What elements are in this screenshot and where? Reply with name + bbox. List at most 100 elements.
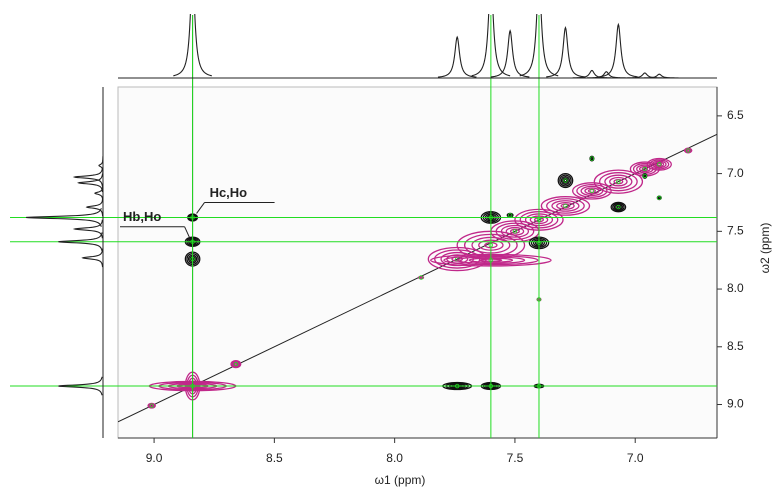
contour-ring	[563, 178, 568, 183]
contour-ring	[651, 160, 667, 169]
peak-center	[589, 188, 595, 194]
peak	[147, 402, 156, 409]
peak	[642, 172, 648, 179]
contour-ring	[609, 176, 628, 187]
x-tick-label: 7.5	[507, 451, 524, 465]
peak-center	[642, 173, 648, 179]
peak-center	[418, 275, 424, 280]
peak	[418, 275, 425, 280]
peak-center	[589, 156, 595, 161]
top-peak	[173, 14, 212, 77]
top-peak	[625, 72, 665, 79]
contour-ring	[540, 196, 591, 216]
annotation: Hb,Ho	[123, 209, 161, 224]
contour-ring	[557, 172, 574, 189]
y-tick-label: 6.5	[727, 108, 744, 122]
contour-ring	[657, 196, 661, 200]
contour-ring	[559, 174, 572, 187]
contour-ring	[551, 200, 580, 212]
peak	[610, 201, 627, 213]
peak-center	[642, 166, 648, 172]
top-peak	[640, 73, 679, 79]
peak-center	[657, 195, 662, 201]
peak-center	[507, 212, 513, 218]
contour-ring	[495, 222, 535, 241]
peak-center	[563, 203, 568, 209]
left-peak	[72, 167, 103, 187]
contour-ring	[230, 359, 242, 369]
top-trace	[118, 14, 717, 79]
annotation: Hc,Ho	[210, 185, 248, 200]
peak	[656, 195, 662, 201]
left-peak	[94, 183, 104, 203]
contour-ring	[546, 198, 585, 214]
x-tick-label: 9.0	[146, 451, 163, 465]
x-tick-label: 8.0	[386, 451, 403, 465]
y-tick-label: 8.5	[727, 339, 744, 353]
peak	[683, 147, 693, 154]
peak-center	[233, 361, 239, 367]
diagonal	[118, 133, 717, 423]
contour-ring	[231, 360, 241, 368]
contour-ring	[646, 157, 672, 171]
contour-ring	[604, 174, 633, 189]
peak-center	[512, 229, 518, 234]
y-axis-label: ω2 (ppm)	[758, 223, 772, 274]
contour-ring	[572, 182, 612, 200]
top-peak	[572, 69, 612, 79]
contour-ring	[505, 226, 525, 236]
top-peak	[519, 14, 559, 77]
contour-ring	[500, 224, 530, 238]
contour-ring	[556, 201, 575, 210]
contour-ring	[616, 205, 621, 209]
contour-ring	[560, 175, 571, 186]
left-peak	[58, 376, 103, 396]
annotation-leader	[196, 202, 205, 214]
contour-ring	[419, 275, 423, 280]
contour-ring	[234, 362, 238, 366]
top-peak	[546, 25, 585, 78]
y-tick-label: 9.0	[727, 397, 744, 411]
contour-ring	[508, 213, 512, 217]
contour-ring	[584, 187, 600, 195]
contour-ring	[641, 167, 649, 171]
contour-ring	[638, 165, 651, 173]
x-tick-label: 7.0	[627, 451, 644, 465]
peak-center	[563, 178, 568, 183]
contour-ring	[613, 203, 624, 211]
plot-area	[117, 86, 718, 439]
peak-center	[616, 204, 621, 210]
peak	[589, 155, 595, 162]
contour-ring	[643, 174, 647, 178]
left-peak	[25, 208, 102, 227]
peak-center	[685, 148, 691, 153]
peak-center	[616, 179, 621, 184]
top-peak	[490, 29, 530, 78]
peak-center	[657, 162, 662, 167]
top-peak	[471, 14, 511, 77]
peak-center	[149, 403, 154, 408]
contour-ring	[610, 201, 627, 213]
top-peak	[437, 35, 477, 78]
contour-ring	[598, 172, 638, 192]
contour-ring	[150, 404, 154, 408]
left-peak	[98, 156, 104, 175]
peak	[230, 359, 242, 369]
contour-ring	[562, 177, 569, 184]
left-peak	[81, 248, 104, 268]
y-tick-label: 7.5	[727, 223, 744, 237]
left-peak	[58, 232, 103, 252]
x-axis-label: ω1 (ppm)	[375, 473, 426, 487]
peak	[646, 157, 672, 171]
contour-ring	[612, 202, 625, 212]
peak	[593, 169, 644, 194]
annotation-leader	[184, 226, 191, 238]
contour-ring	[590, 156, 594, 161]
y-tick-label: 8.0	[727, 281, 744, 295]
top-peak	[599, 22, 638, 78]
x-tick-label: 8.5	[266, 451, 283, 465]
peak	[540, 196, 591, 216]
contour-ring	[576, 183, 608, 198]
contour-ring	[649, 159, 670, 170]
